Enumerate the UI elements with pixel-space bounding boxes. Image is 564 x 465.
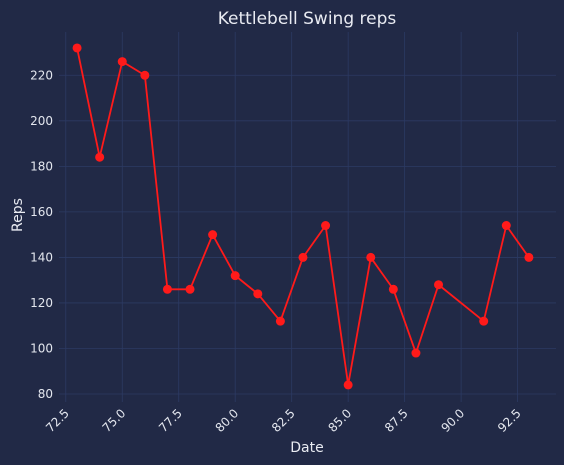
y-tick-label: 140 — [30, 250, 53, 264]
data-point — [253, 289, 263, 299]
data-point — [95, 152, 105, 162]
y-axis-label: Reps — [10, 198, 26, 232]
y-tick-label: 180 — [30, 159, 53, 173]
data-point — [343, 380, 353, 390]
data-point — [411, 348, 421, 358]
data-point — [275, 316, 285, 326]
series-layer — [72, 43, 534, 390]
y-tick-label: 160 — [30, 205, 53, 219]
y-tick-label: 120 — [30, 296, 53, 310]
data-point — [321, 221, 331, 231]
y-tick-label: 100 — [30, 341, 53, 355]
y-tick-label: 220 — [30, 68, 53, 82]
data-point — [117, 57, 127, 67]
data-point — [72, 43, 82, 53]
grid-layer — [59, 32, 556, 402]
data-point — [524, 252, 534, 262]
data-point — [366, 252, 376, 262]
data-point — [185, 284, 195, 294]
y-tick-label: 200 — [30, 114, 53, 128]
data-point — [162, 284, 172, 294]
data-point — [501, 221, 511, 231]
data-point — [208, 230, 218, 240]
data-point — [388, 284, 398, 294]
y-tick-label: 80 — [38, 387, 53, 401]
data-point — [230, 271, 240, 281]
chart-title: Kettlebell Swing reps — [218, 9, 397, 29]
series-line — [76, 47, 530, 386]
data-point — [479, 316, 489, 326]
data-point — [140, 70, 150, 80]
data-point — [298, 252, 308, 262]
data-point — [434, 280, 444, 290]
x-axis-label: Date — [290, 440, 323, 456]
